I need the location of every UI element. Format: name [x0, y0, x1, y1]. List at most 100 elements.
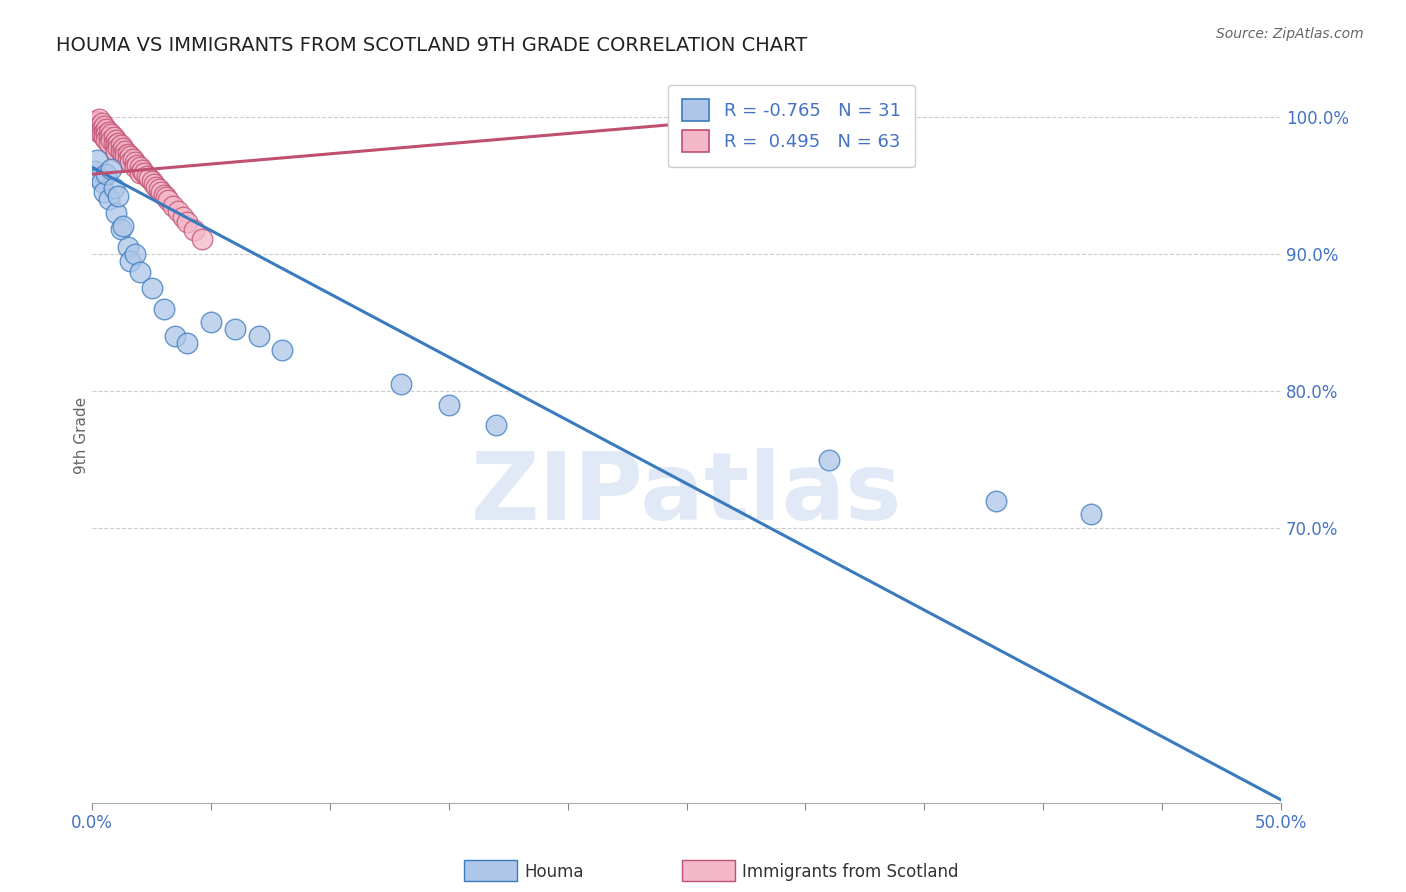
- Point: [1080, 508, 1102, 522]
- Point: [128, 264, 150, 278]
- Point: [157, 193, 180, 207]
- Point: [110, 138, 132, 153]
- Point: [389, 377, 412, 392]
- Point: [723, 112, 745, 127]
- Point: [148, 182, 170, 196]
- Point: [127, 157, 149, 171]
- Point: [271, 343, 294, 357]
- Point: [89, 125, 111, 139]
- Point: [90, 128, 112, 142]
- Point: [117, 240, 139, 254]
- Point: [96, 133, 118, 147]
- Point: [104, 144, 127, 158]
- Point: [200, 315, 222, 329]
- Point: [110, 144, 132, 158]
- Point: [93, 119, 115, 133]
- Point: [96, 167, 118, 181]
- Point: [485, 418, 508, 433]
- Point: [152, 187, 174, 202]
- Point: [183, 223, 205, 237]
- Point: [86, 153, 108, 168]
- Point: [124, 154, 146, 169]
- Point: [138, 171, 160, 186]
- Point: [143, 177, 166, 191]
- Point: [984, 493, 1007, 508]
- Legend: R = -0.765   N = 31, R =  0.495   N = 63: R = -0.765 N = 31, R = 0.495 N = 63: [668, 85, 915, 167]
- Point: [90, 121, 112, 136]
- Point: [97, 136, 120, 150]
- Point: [90, 175, 112, 189]
- Point: [90, 116, 112, 130]
- Point: [83, 118, 105, 132]
- Point: [117, 152, 139, 166]
- Point: [117, 146, 139, 161]
- Point: [104, 205, 127, 219]
- Point: [162, 199, 184, 213]
- Point: [166, 204, 188, 219]
- Point: [224, 322, 246, 336]
- Point: [96, 121, 118, 136]
- Text: Immigrants from Scotland: Immigrants from Scotland: [742, 863, 959, 881]
- Point: [114, 149, 136, 163]
- Point: [176, 215, 198, 229]
- Point: [86, 115, 108, 129]
- Point: [150, 185, 173, 199]
- Point: [97, 130, 120, 145]
- Point: [103, 136, 125, 150]
- Point: [134, 166, 156, 180]
- Point: [100, 161, 122, 176]
- Point: [107, 189, 129, 203]
- Point: [97, 192, 120, 206]
- Text: ZIPatlas: ZIPatlas: [471, 449, 903, 541]
- Point: [97, 125, 120, 139]
- Point: [128, 161, 150, 175]
- Point: [100, 128, 122, 142]
- Text: HOUMA VS IMMIGRANTS FROM SCOTLAND 9TH GRADE CORRELATION CHART: HOUMA VS IMMIGRANTS FROM SCOTLAND 9TH GR…: [56, 36, 807, 54]
- Point: [120, 253, 142, 268]
- Point: [112, 146, 135, 161]
- Point: [93, 125, 115, 139]
- Point: [83, 113, 105, 128]
- Point: [120, 149, 142, 163]
- Point: [172, 210, 194, 224]
- Point: [114, 144, 136, 158]
- Point: [190, 232, 212, 246]
- Point: [131, 163, 153, 178]
- Point: [141, 174, 163, 188]
- Point: [93, 185, 115, 199]
- Point: [93, 130, 115, 145]
- Point: [103, 130, 125, 145]
- Point: [818, 452, 841, 467]
- Point: [124, 246, 146, 260]
- Point: [145, 179, 167, 194]
- Point: [128, 166, 150, 180]
- Point: [152, 301, 174, 316]
- Point: [107, 141, 129, 155]
- Point: [121, 152, 143, 166]
- Point: [120, 154, 142, 169]
- Point: [141, 281, 163, 295]
- Point: [112, 219, 135, 234]
- Point: [155, 190, 177, 204]
- Text: Source: ZipAtlas.com: Source: ZipAtlas.com: [1216, 27, 1364, 41]
- Point: [104, 138, 127, 153]
- Point: [96, 128, 118, 142]
- Text: Houma: Houma: [524, 863, 583, 881]
- Y-axis label: 9th Grade: 9th Grade: [73, 397, 89, 475]
- Point: [107, 136, 129, 150]
- Point: [83, 164, 105, 178]
- Point: [104, 133, 127, 147]
- Point: [165, 329, 187, 343]
- Point: [103, 181, 125, 195]
- Point: [124, 161, 146, 175]
- Point: [89, 119, 111, 133]
- Point: [176, 335, 198, 350]
- Point: [135, 169, 157, 183]
- Point: [89, 112, 111, 127]
- Point: [110, 222, 132, 236]
- Point: [89, 171, 111, 186]
- Point: [437, 398, 460, 412]
- Point: [112, 141, 135, 155]
- Point: [86, 120, 108, 135]
- Point: [247, 329, 270, 343]
